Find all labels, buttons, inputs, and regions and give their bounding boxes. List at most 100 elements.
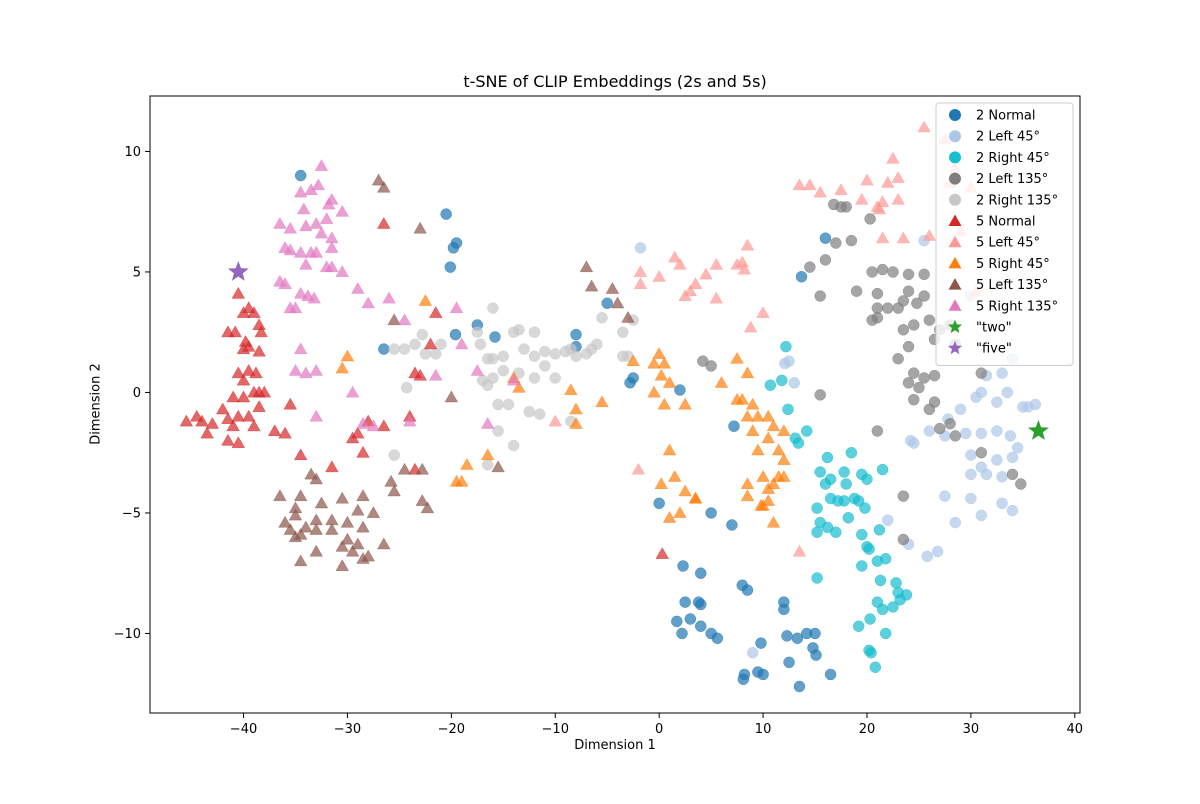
data-point-2-normal [653,497,665,510]
data-point-2-left-135 [866,266,878,278]
data-point-2-normal [741,584,754,596]
data-point-2-normal [449,328,462,341]
data-point-5-left-45 [875,231,890,244]
x-tick-label: 0 [655,722,663,737]
data-point-5-right-135 [273,216,287,229]
y-tick-label: 10 [124,145,141,160]
data-point-2-left-135 [975,446,988,459]
data-point-5-right-45 [714,376,729,388]
legend-entry-label: 5 Right 135° [976,299,1058,314]
legend-marker [949,193,961,206]
data-point-2-right-135 [388,343,400,355]
data-point-5-left-45 [688,277,703,289]
data-point-2-normal [570,328,582,341]
data-point-5-normal [423,337,438,350]
data-point-2-left-135 [902,340,915,353]
data-point-2-left-135 [902,377,915,389]
data-point-5-right-45 [777,424,791,436]
data-point-2-left-135 [871,302,884,314]
data-point-5-left-45 [740,238,755,251]
data-point-2-normal [447,242,460,254]
data-point-2-right-135 [539,345,551,358]
data-point-2-right-135 [502,398,515,411]
data-point-5-normal [408,366,422,379]
data-point-2-right-135 [492,425,504,437]
data-point-5-right-135 [293,185,308,198]
data-point-2-normal [809,627,821,640]
data-point-5-right-45 [735,392,750,405]
data-point-5-right-45 [761,482,775,494]
data-point-5-right-135 [309,216,323,229]
data-point-5-left-135 [340,515,355,528]
legend-entry-label: 2 Right 135° [976,193,1058,208]
x-tick-label: 20 [859,722,876,737]
x-tick-label: 10 [755,722,772,737]
y-tick-label: −5 [122,506,141,521]
data-point-5-left-45 [792,178,807,191]
data-point-5-normal [293,448,308,461]
data-point-2-normal [489,331,501,343]
data-point-2-right-45 [874,574,887,587]
data-point-2-right-45 [863,543,875,555]
data-point-5-left-135 [335,491,349,504]
data-point-5-left-135 [605,282,620,294]
data-point-2-left-135 [876,263,889,276]
data-point-5-normal [254,325,268,338]
data-point-5-normal [283,397,298,410]
x-tick-label: 40 [1067,722,1084,737]
data-point-2-right-135 [565,343,577,355]
data-point-5-normal [252,344,266,357]
data-point-5-left-135 [491,460,505,473]
legend-entry-label: 2 Normal [976,109,1035,124]
data-point-5-left-135 [621,310,635,323]
data-point-2-normal [778,603,790,616]
data-point-2-left-135 [1015,478,1027,490]
data-point-2-left-45 [1029,398,1042,411]
data-point-5-right-135 [309,245,323,258]
data-point-5-right-45 [480,448,495,461]
data-point-5-right-135 [356,416,370,429]
data-point-2-left-45 [996,471,1008,483]
data-point-5-left-135 [415,494,429,506]
data-point-2-left-45 [954,403,967,416]
data-point-2-normal [601,297,613,310]
data-point-5-left-135 [340,532,355,545]
data-point-5-right-135 [480,416,495,429]
data-point-2-left-45 [991,425,1003,437]
data-point-2-left-135 [907,367,920,379]
data-point-5-right-135 [429,368,443,381]
data-point-2-right-135 [492,398,504,411]
data-point-5-normal [356,445,370,458]
data-point-2-right-45 [821,521,834,534]
data-point-2-right-135 [481,352,494,365]
data-point-5-left-135 [288,508,303,521]
data-point-2-right-45 [792,437,805,449]
data-point-2-left-135 [918,372,930,384]
data-point-2-right-45 [879,627,892,640]
data-point-2-normal [694,620,707,632]
data-point-5-left-45 [917,120,931,133]
data-point-2-normal [810,649,822,661]
data-point-5-left-135 [335,559,349,571]
data-point-2-right-45 [782,403,794,416]
data-point-2-left-45 [1006,451,1019,464]
data-point-5-left-135 [444,390,459,403]
data-point-5-right-135 [283,221,298,234]
data-point-2-right-135 [518,343,530,355]
data-point-5-right-45 [418,294,433,306]
data-point-5-right-135 [449,301,464,314]
data-point-2-left-135 [887,266,899,278]
data-point-5-right-135 [299,366,313,379]
data-point-2-right-135 [471,326,484,338]
data-point-5-right-135 [397,313,412,326]
data-point-5-right-45 [751,409,765,422]
data-point-5-left-45 [881,175,895,188]
data-point-2-left-135 [882,302,894,314]
data-point-2-right-135 [400,381,413,394]
data-point-2-right-45 [780,340,792,353]
data-point-two [1027,420,1049,440]
data-point-5-left-135 [384,474,398,487]
data-point-5-right-45 [647,356,661,369]
data-point-5-left-45 [652,269,666,282]
data-point-2-right-135 [398,343,411,355]
